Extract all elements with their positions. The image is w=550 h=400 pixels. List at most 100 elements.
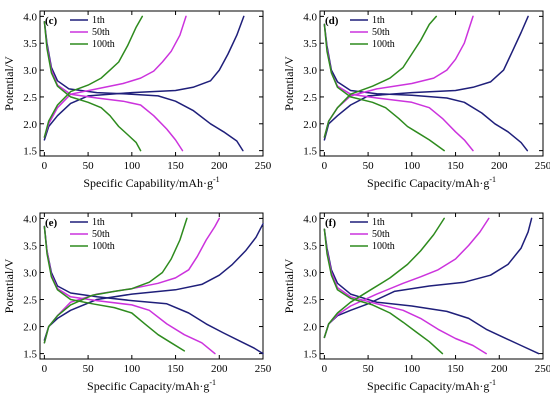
y-tick-label: 3.0 [303,65,317,77]
panel-label: (d) [325,15,339,27]
series-50th-discharge-curve [323,228,487,355]
chart-panel-2: 0 50 100 150 200 250 1.5 2.0 2.5 3.0 3.5 4.0 Specifi… [282,10,550,190]
series-100th-charge-curve [43,217,188,344]
legend-label-100th: 100th [372,39,395,50]
y-tick-label: 1.5 [303,146,317,158]
legend-label-1th: 1th [372,15,385,26]
x-axis-title-text: Specific Capacity/mAh·g [367,379,489,393]
x-tick-label: 0 [322,160,328,172]
series-1th-charge-curve [43,223,264,341]
y-tick-label: 3.5 [303,38,317,50]
x-tick-label: 50 [363,363,375,375]
chart-panel-1: 0 50 100 150 200 250 1.5 2.0 2.5 3.0 3.5 4.0 Specifi… [2,10,272,190]
x-axis-title-text: Specific Capacity/mAh·g [367,176,489,190]
x-tick-label: 200 [211,363,228,375]
series-100th-discharge-curve [323,23,445,152]
y-tick-label: 2.5 [23,92,37,104]
x-tick-label: 0 [42,363,48,375]
series-100th-charge-curve [323,15,438,138]
y-tick-label: 3.0 [23,267,37,279]
y-tick-label: 4.0 [23,213,37,225]
x-axis-title-superscript: -1 [209,378,216,387]
series-1th-charge-curve [323,217,533,339]
x-tick-label: 50 [83,363,95,375]
series-100th-charge-curve [43,15,144,138]
x-tick-label: 50 [83,160,95,172]
x-tick-label: 200 [491,363,508,375]
y-tick-label: 4.0 [303,11,317,23]
y-tick-label: 2.0 [23,119,37,131]
x-tick-label: 200 [491,160,508,172]
legend-label-1th: 1th [372,217,385,228]
x-axis-title: Specific Capability/mAh·g-1 [83,175,219,190]
panel-label: (c) [45,15,58,27]
series-100th-discharge-curve [323,228,444,355]
y-tick-label: 2.0 [303,322,317,334]
y-tick-label: 1.5 [23,146,37,158]
series-50th-charge-curve [43,15,187,138]
x-axis-title-superscript: -1 [213,175,220,184]
legend-label-50th: 50th [92,229,110,240]
legend-label-50th: 50th [372,229,390,240]
plot-frame [39,10,264,157]
x-axis-title-superscript: -1 [489,378,496,387]
series-1th-charge-curve [323,15,529,141]
legend-label-1th: 1th [92,217,105,228]
series-1th-charge-curve [43,15,245,141]
y-axis-title: Potential/V [2,56,16,111]
plot-frame [319,212,544,360]
y-tick-label: 1.5 [303,349,317,361]
y-tick-label: 4.0 [23,11,37,23]
x-tick-label: 250 [255,363,272,375]
legend-label-1th: 1th [92,15,105,26]
x-tick-label: 100 [404,160,421,172]
series-100th-discharge-curve [43,20,142,152]
y-tick-label: 3.5 [23,38,37,50]
series-1th-discharge-curve [43,225,264,355]
series-1th-discharge-curve [323,23,529,152]
series-100th-discharge-curve [43,225,186,352]
y-tick-label: 4.0 [303,213,317,225]
y-tick-label: 2.0 [303,119,317,131]
legend-label-100th: 100th [92,39,115,50]
y-tick-label: 2.5 [23,295,37,307]
y-tick-label: 3.0 [303,267,317,279]
x-tick-label: 150 [167,363,184,375]
y-tick-label: 3.5 [303,240,317,252]
y-tick-label: 2.0 [23,322,37,334]
x-tick-label: 100 [124,160,141,172]
x-tick-label: 50 [363,160,375,172]
plot-frame [39,212,264,360]
x-tick-label: 250 [535,363,550,375]
series-50th-discharge-curve [43,225,216,355]
x-axis-title-text: Specific Capacity/mAh·g [87,379,209,393]
y-axis-title: Potential/V [2,258,16,313]
panel-label: (e) [45,217,58,229]
panels-group: 0 50 100 150 200 250 1.5 2.0 2.5 3.0 3.5 4.0 Specifi… [2,10,550,393]
x-tick-label: 250 [255,160,272,172]
x-axis-title: Specific Capacity/mAh·g-1 [367,378,496,393]
y-tick-label: 1.5 [23,349,37,361]
chart-panel-3: 0 50 100 150 200 250 1.5 2.0 2.5 3.0 3.5 4.0 Specifi… [2,212,272,393]
series-100th-charge-curve [323,217,445,339]
legend-label-50th: 50th [92,27,110,38]
x-tick-label: 100 [404,363,421,375]
x-tick-label: 150 [167,160,184,172]
x-tick-label: 150 [447,363,464,375]
x-axis-title-superscript: -1 [489,175,496,184]
y-axis-title: Potential/V [282,258,296,313]
legend-label-100th: 100th [372,241,395,252]
y-axis-title: Potential/V [282,56,296,111]
y-tick-label: 3.0 [23,65,37,77]
x-tick-label: 250 [535,160,550,172]
x-axis-title: Specific Capacity/mAh·g-1 [367,175,496,190]
series-1th-discharge-curve [323,228,540,355]
legend-label-50th: 50th [372,27,390,38]
x-tick-label: 100 [124,363,141,375]
x-tick-label: 0 [42,160,48,172]
series-1th-discharge-curve [43,20,244,152]
x-axis-title-text: Specific Capability/mAh·g [83,176,213,190]
x-tick-label: 200 [211,160,228,172]
x-axis-title: Specific Capacity/mAh·g-1 [87,378,216,393]
